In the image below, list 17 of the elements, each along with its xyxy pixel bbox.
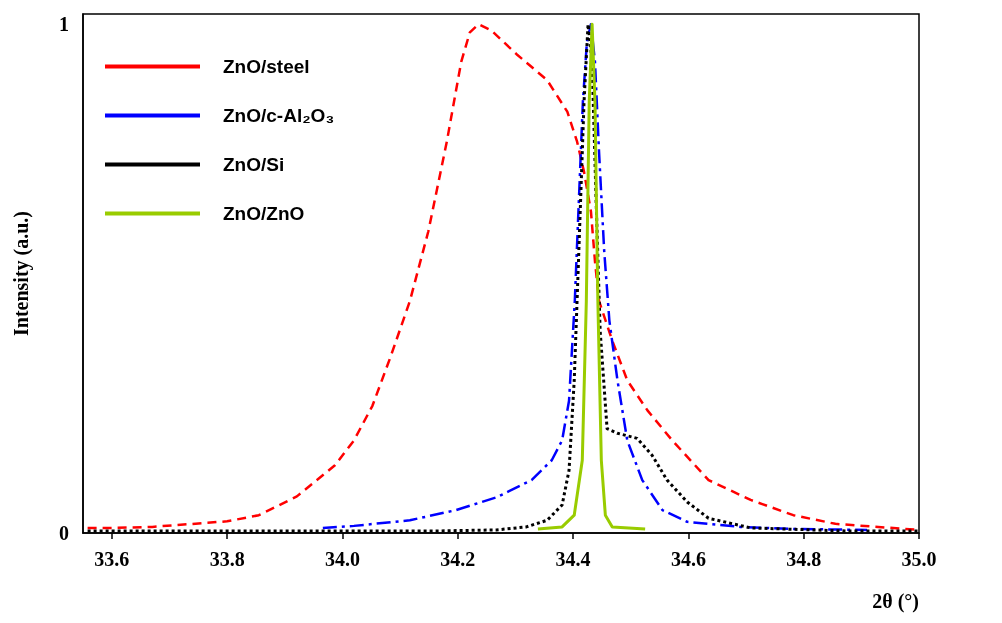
y-tick-label: 1 (59, 13, 69, 36)
x-tick-label: 34.6 (670, 548, 706, 570)
x-tick-label: 33.6 (94, 548, 130, 570)
y-tick-label: 0 (59, 522, 69, 544)
x-tick-label: 34.0 (324, 548, 360, 570)
legend-label: ZnO/ZnO (223, 203, 305, 224)
x-axis-title: 2θ (°) (872, 590, 919, 613)
x-tick-label: 34.4 (555, 548, 591, 570)
legend-label: ZnO/Si (223, 154, 285, 175)
x-tick-label: 34.2 (440, 548, 476, 570)
y-axis-title: Intensity (a.u.) (10, 210, 33, 337)
x-tick-label: 35.0 (901, 548, 937, 570)
line-series (536, 22, 647, 531)
x-tick-label: 33.8 (209, 548, 245, 570)
legend-label: ZnO/steel (223, 56, 310, 77)
x-tick-label: 34.8 (786, 548, 822, 570)
legend-label: ZnO/c-Al₂O₃ (223, 105, 335, 126)
